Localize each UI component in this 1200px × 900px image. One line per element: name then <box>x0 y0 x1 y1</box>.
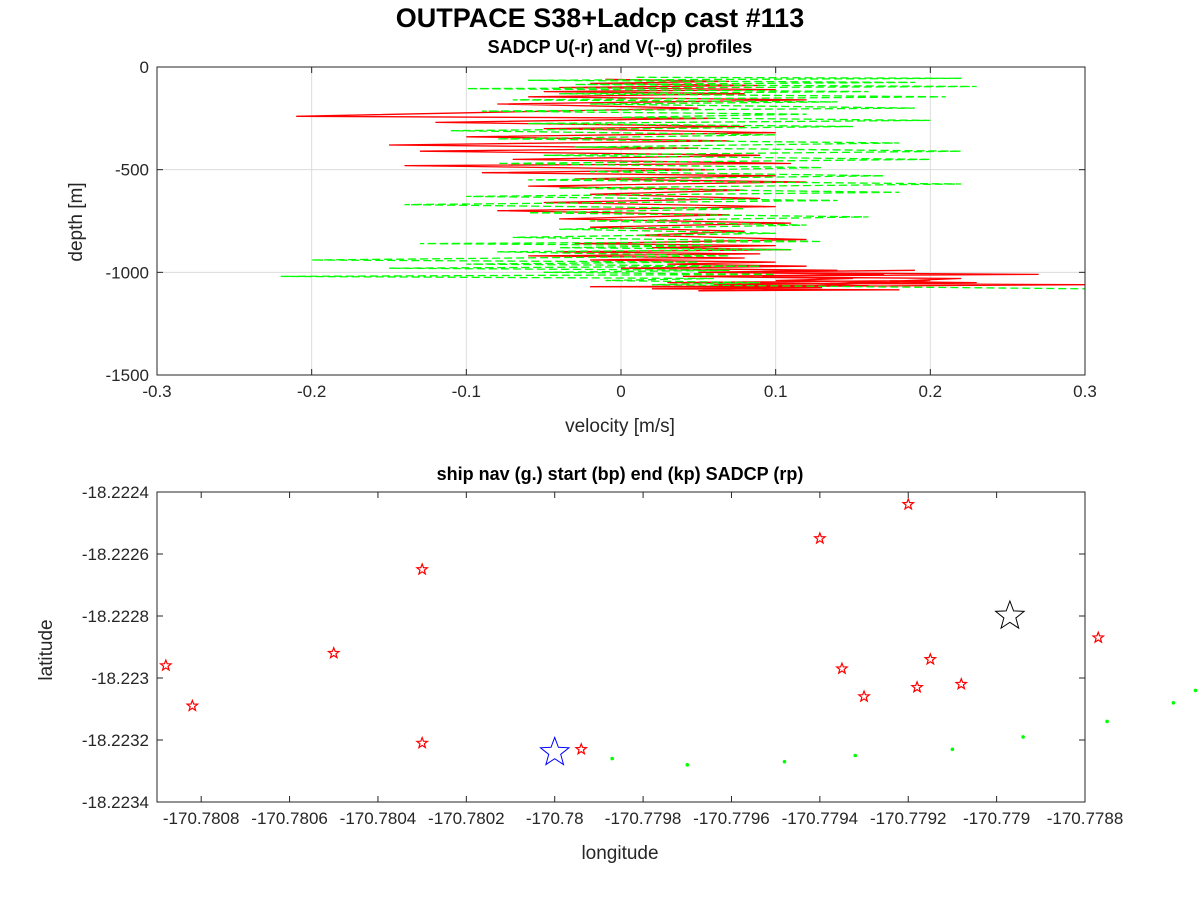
profile-x-tick-label: 0.3 <box>1073 382 1097 401</box>
velocity-profile-axes: -0.3 -0.2 -0.1 0 0.1 0.2 0.3 0 -500 -1000 -1500 <box>106 58 1097 401</box>
profile-y-tick-label: 0 <box>140 58 149 77</box>
nav-plot-title: ship nav (g.) start (bp) end (kp) SADCP … <box>437 464 804 484</box>
figure-title: OUTPACE S38+Ladcp cast #113 <box>396 3 804 33</box>
profile-x-tick-label: -0.1 <box>452 382 481 401</box>
ship-nav-point <box>1105 719 1109 724</box>
sadcp-point <box>574 742 589 756</box>
ship-nav-point <box>685 763 690 767</box>
sadcp-point <box>923 652 938 666</box>
profile-x-tick-label: 0.2 <box>919 382 943 401</box>
nav-y-tick-label: -18.223 <box>91 669 149 688</box>
sadcp-point <box>910 680 924 694</box>
profile-x-tick-label: 0 <box>616 382 625 401</box>
profile-x-tick-label: -0.3 <box>142 382 171 401</box>
profile-y-tick-label: -1500 <box>106 366 149 385</box>
profile-y-tick-label: -500 <box>115 161 149 180</box>
ship-nav-axes: -170.7808 -170.7806 -170.7804 -170.7802 -170… <box>82 483 1198 828</box>
nav-x-tick-label: -170.7802 <box>428 809 505 828</box>
u-velocity-line <box>296 78 1085 292</box>
sadcp-point <box>415 735 429 749</box>
nav-x-tick-label: -170.7808 <box>163 809 240 828</box>
sadcp-point <box>415 562 429 576</box>
ship-nav-point <box>610 756 614 761</box>
start-position-marker <box>539 735 571 766</box>
sadcp-point <box>835 661 849 675</box>
sadcp-point <box>901 497 916 511</box>
profile-y-axis-label: depth [m] <box>66 182 87 261</box>
nav-x-tick-label: -170.7788 <box>1047 809 1124 828</box>
nav-y-tick-label: -18.2224 <box>82 483 149 502</box>
sadcp-point <box>326 645 341 660</box>
nav-y-tick-label: -18.2228 <box>82 607 149 626</box>
sadcp-point <box>813 531 827 545</box>
v-velocity-line <box>280 76 1085 290</box>
nav-x-tick-label: -170.78 <box>526 809 584 828</box>
sadcp-point <box>857 689 871 703</box>
ship-nav-point <box>1171 701 1176 705</box>
sadcp-point <box>185 698 200 712</box>
nav-y-axis-label: latitude <box>36 619 57 680</box>
profile-x-tick-label: -0.2 <box>297 382 326 401</box>
nav-axes-frame <box>156 491 1086 803</box>
ship-nav-point <box>782 759 787 764</box>
ship-nav-point <box>1193 688 1198 693</box>
nav-y-tick-label: -18.2234 <box>82 793 149 812</box>
nav-x-axis-label: longitude <box>581 843 658 864</box>
profile-axes-frame <box>156 66 1086 376</box>
nav-y-tick-label: -18.2226 <box>82 545 149 564</box>
nav-x-tick-label: -170.7804 <box>340 809 417 828</box>
nav-x-tick-label: -170.7792 <box>870 809 947 828</box>
end-position-marker <box>994 599 1026 630</box>
nav-x-tick-label: -170.779 <box>963 809 1030 828</box>
nav-x-tick-label: -170.7806 <box>251 809 328 828</box>
sadcp-point <box>158 658 173 672</box>
sadcp-point <box>954 676 969 691</box>
nav-x-tick-label: -170.7796 <box>693 809 770 828</box>
nav-x-tick-label: -170.7794 <box>782 809 859 828</box>
profile-x-tick-label: 0.1 <box>764 382 788 401</box>
nav-x-tick-label: -170.7798 <box>605 809 682 828</box>
ship-nav-point <box>950 747 955 752</box>
ship-nav-point <box>1021 735 1025 739</box>
nav-plot-area <box>157 492 1085 802</box>
ship-nav-point <box>853 753 857 758</box>
profile-y-tick-label: -1000 <box>106 263 149 282</box>
profile-plot-title: SADCP U(-r) and V(--g) profiles <box>488 37 753 57</box>
sadcp-point <box>1091 630 1106 644</box>
profile-x-axis-label: velocity [m/s] <box>565 416 675 437</box>
nav-y-tick-label: -18.2232 <box>82 731 149 750</box>
